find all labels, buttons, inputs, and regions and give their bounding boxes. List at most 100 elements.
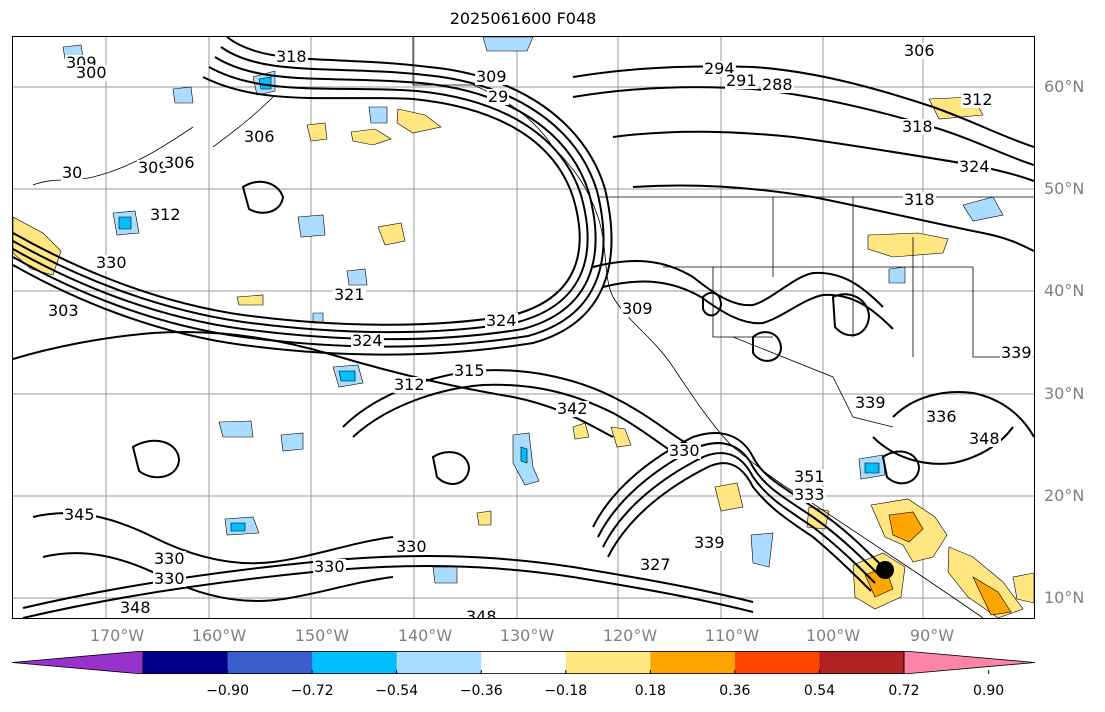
colorbar-segment <box>143 651 229 674</box>
colorbar-outline <box>142 651 905 674</box>
contour-label: 309 <box>621 299 654 318</box>
colorbar-segment <box>734 651 820 674</box>
contour-label: 309 <box>137 158 170 177</box>
colorbar-tick-label: −0.72 <box>290 683 334 699</box>
colorbar-tick-label: −0.18 <box>544 683 588 699</box>
contour-layer <box>13 37 1034 618</box>
contour-label: 339 <box>1000 343 1033 362</box>
contour-label: 345 <box>63 505 96 524</box>
shade-yellow <box>396 108 442 134</box>
shade-yellow <box>306 122 328 142</box>
contour-label: 318 <box>903 190 936 209</box>
shade-yellow <box>1012 572 1034 604</box>
contour-label: 312 <box>961 90 994 109</box>
lat-label-10n: 10°N <box>1044 588 1085 607</box>
lat-label-50n: 50°N <box>1044 179 1085 198</box>
contour-label: 348 <box>119 598 152 617</box>
shade-blue <box>338 370 356 382</box>
shade-yellow <box>350 128 392 146</box>
colorbar-segment <box>227 651 313 674</box>
lon-label-120w: 120°W <box>602 626 658 645</box>
shade-yellow <box>867 232 949 258</box>
shade-light-blue <box>962 196 1004 222</box>
colorbar-extend-min <box>12 651 144 674</box>
shade-light-blue <box>368 106 388 124</box>
shade-yellow <box>610 426 632 448</box>
shade-light-blue <box>888 266 906 284</box>
colorbar-tick-label: 0.72 <box>888 683 920 699</box>
contour-label: 306 <box>903 41 936 60</box>
contour-label: 324 <box>485 311 518 330</box>
shade-yellow <box>377 222 406 246</box>
shade-light-blue <box>280 432 304 452</box>
contour-label: 324 <box>958 157 991 176</box>
shade-light-blue <box>432 566 458 584</box>
shade-yellow <box>572 422 590 440</box>
shade-blue <box>258 76 272 90</box>
contour-label: 330 <box>95 253 128 272</box>
contour-label: 29 <box>487 87 510 106</box>
colorbar-tick-label: 0.90 <box>972 683 1005 699</box>
shade-light-blue <box>218 420 254 438</box>
lon-label-90w: 90°W <box>909 626 955 645</box>
lon-label-140w: 140°W <box>397 626 453 645</box>
location-marker <box>876 561 894 579</box>
contour-label: 330 <box>313 557 346 576</box>
contour-label: 324 <box>351 331 384 350</box>
contour-label: 342 <box>556 399 589 418</box>
lat-label-20n: 20°N <box>1044 486 1085 505</box>
contour-label: 312 <box>149 205 182 224</box>
shade-blue <box>118 216 132 230</box>
lon-label-130w: 130°W <box>499 626 555 645</box>
map-panel[interactable]: 318 309 300 306 30 309 312 309 29 294 291 288 306 312… <box>12 36 1035 619</box>
lat-label-60n: 60°N <box>1044 77 1085 96</box>
contour-label: 330 <box>153 549 186 568</box>
contour-label: 315 <box>453 361 486 380</box>
colorbar <box>12 651 1035 674</box>
contour-label: 306 <box>243 127 276 146</box>
lat-label-30n: 30°N <box>1044 384 1085 403</box>
colorbar-segment <box>650 651 736 674</box>
lon-label-170w: 170°W <box>89 626 145 645</box>
lat-label-40n: 40°N <box>1044 281 1085 300</box>
lon-label-110w: 110°W <box>704 626 760 645</box>
colorbar-segment <box>819 651 905 674</box>
coastline-layer <box>32 37 1034 618</box>
contour-label: 330 <box>153 569 186 588</box>
shade-yellow <box>947 546 1024 618</box>
colorbar-segment <box>396 651 482 674</box>
contour-label: 336 <box>925 407 958 426</box>
colorbar-segment <box>481 651 567 674</box>
contour-label: 318 <box>275 47 308 66</box>
contour-label: 330 <box>395 537 428 556</box>
map-title: 2025061600 F048 <box>449 9 597 28</box>
contour-label: 306 <box>163 153 196 172</box>
contour-label: 303 <box>47 301 80 320</box>
colorbar-segment <box>312 651 398 674</box>
shade-blue <box>520 446 528 464</box>
contour-label: 351 <box>793 467 826 486</box>
contour-label: 348 <box>465 609 498 618</box>
colorbar-tick-label: 0.36 <box>719 683 751 699</box>
shade-light-blue <box>297 214 326 238</box>
contour-label: 318 <box>901 117 934 136</box>
shade-light-blue <box>482 37 534 52</box>
contour-label: 312 <box>393 375 426 394</box>
shade-light-blue <box>346 268 368 286</box>
map-canvas <box>13 37 1034 618</box>
contour-label: 30 <box>61 163 84 182</box>
lon-label-160w: 160°W <box>191 626 247 645</box>
contour-label: 327 <box>639 555 672 574</box>
contour-label: 339 <box>693 533 726 552</box>
colorbar-segment <box>565 651 651 674</box>
shade-blue <box>864 462 880 474</box>
contour-label: 348 <box>968 429 1001 448</box>
shade-light-blue <box>172 86 194 104</box>
shade-yellow <box>714 482 744 512</box>
contour-label: 300 <box>75 63 108 82</box>
colorbar-tick-label: −0.90 <box>206 683 249 699</box>
contour-label: 339 <box>854 393 887 412</box>
lon-label-150w: 150°W <box>294 626 350 645</box>
colorbar-tick-label: −0.54 <box>375 683 419 699</box>
shade-light-blue <box>750 532 774 568</box>
